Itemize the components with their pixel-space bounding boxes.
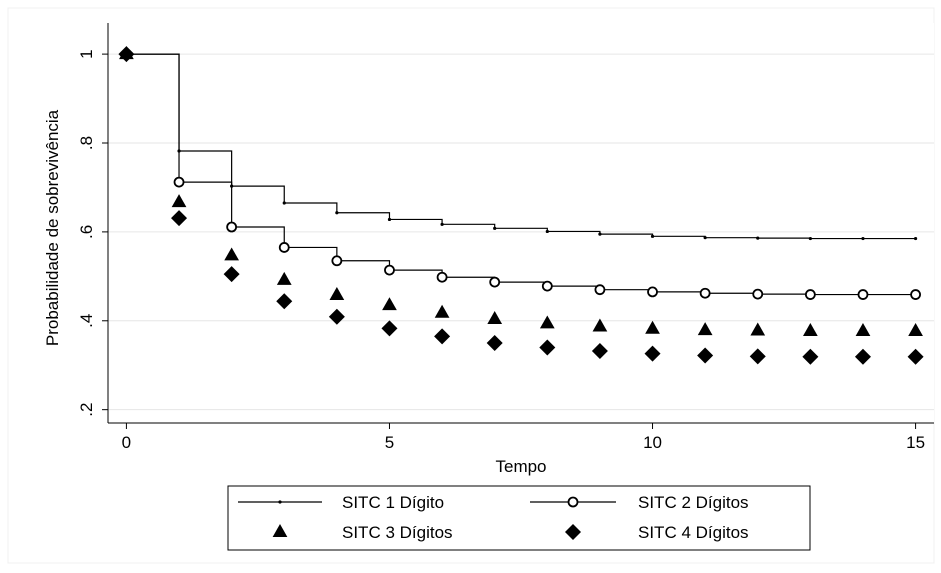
data-point xyxy=(328,308,345,325)
data-point xyxy=(539,339,556,356)
data-point xyxy=(645,320,660,334)
data-point xyxy=(335,211,339,215)
y-tick-label: .8 xyxy=(77,136,96,150)
data-point xyxy=(591,343,608,359)
axes: .2.4.6.810 5 10 15 xyxy=(77,23,934,452)
data-point xyxy=(910,289,921,300)
data-point xyxy=(703,236,707,240)
data-point xyxy=(539,315,555,329)
series-4 xyxy=(118,46,924,365)
y-tick-label: .4 xyxy=(77,314,96,328)
data-point xyxy=(854,348,871,365)
data-point xyxy=(118,46,135,63)
data-point xyxy=(276,271,292,285)
data-point xyxy=(223,266,240,283)
data-point xyxy=(487,311,503,324)
data-point xyxy=(594,284,606,296)
x-axis-label: Tempo xyxy=(495,457,546,476)
data-point xyxy=(857,289,869,300)
data-point xyxy=(493,226,497,230)
data-point xyxy=(171,194,187,208)
data-point xyxy=(224,247,239,261)
data-point xyxy=(908,323,923,336)
data-point xyxy=(434,328,451,345)
y-tick-label: 1 xyxy=(77,49,96,58)
data-point xyxy=(861,236,865,241)
data-point xyxy=(750,322,766,336)
data-point xyxy=(697,322,713,336)
legend-entry: SITC 4 Dígitos xyxy=(565,523,749,542)
data-point xyxy=(803,323,818,336)
data-point xyxy=(381,320,398,337)
legend-marker xyxy=(565,524,581,540)
data-point xyxy=(752,288,764,300)
legend-label: SITC 2 Dígitos xyxy=(638,493,749,512)
data-point xyxy=(592,318,608,332)
data-point xyxy=(802,348,819,365)
data-point xyxy=(486,335,503,351)
data-point xyxy=(276,293,293,310)
data-point xyxy=(913,236,918,241)
data-point xyxy=(489,276,501,288)
data-point xyxy=(440,222,444,226)
data-point xyxy=(907,348,924,365)
legend-entry: SITC 2 Dígitos xyxy=(530,493,749,512)
data-point xyxy=(697,347,714,364)
data-point xyxy=(699,287,711,299)
data-point xyxy=(804,289,816,300)
data-point xyxy=(598,232,602,236)
data-point xyxy=(382,297,397,311)
y-tick-label: .6 xyxy=(77,225,96,239)
data-point xyxy=(329,287,345,300)
data-point xyxy=(808,236,812,241)
data-point xyxy=(387,217,392,222)
legend-box xyxy=(227,485,811,551)
legend-marker xyxy=(278,500,282,504)
data-point xyxy=(384,264,395,276)
series-group xyxy=(118,46,924,365)
data-point xyxy=(756,236,760,240)
legend-label: SITC 4 Dígitos xyxy=(638,523,749,542)
legend-entry: SITC 3 Dígitos xyxy=(272,523,453,542)
legend-label: SITC 3 Dígitos xyxy=(342,523,453,542)
y-tick-label: .2 xyxy=(77,403,96,417)
data-point xyxy=(436,271,448,283)
legend-marker xyxy=(272,524,288,537)
data-point xyxy=(650,234,655,238)
data-point xyxy=(541,280,553,292)
data-point xyxy=(173,176,185,188)
data-point xyxy=(434,304,450,318)
legend-label: SITC 1 Dígito xyxy=(342,493,444,512)
data-point xyxy=(226,221,238,233)
plot-area xyxy=(108,23,934,423)
data-point xyxy=(171,210,188,227)
x-tick-label: 5 xyxy=(385,433,394,452)
data-point xyxy=(855,323,871,336)
grid-lines xyxy=(108,53,934,411)
x-tick-label: 0 xyxy=(122,433,131,452)
data-point xyxy=(545,229,549,234)
data-point xyxy=(331,255,343,267)
data-point xyxy=(644,345,661,362)
series-2 xyxy=(121,48,921,300)
x-tick-label: 15 xyxy=(906,433,925,452)
legend-marker xyxy=(567,496,579,508)
data-point xyxy=(278,242,290,253)
data-point xyxy=(647,286,658,298)
y-axis-label: Probabilidade de sobrevivência xyxy=(43,109,62,346)
x-tick-label: 10 xyxy=(643,433,662,452)
legend-entry: SITC 1 Dígito xyxy=(238,493,444,512)
legend: SITC 1 Dígito SITC 2 Dígitos SITC 3 Dígito… xyxy=(227,485,811,551)
data-point xyxy=(749,348,766,365)
data-point xyxy=(282,201,286,205)
